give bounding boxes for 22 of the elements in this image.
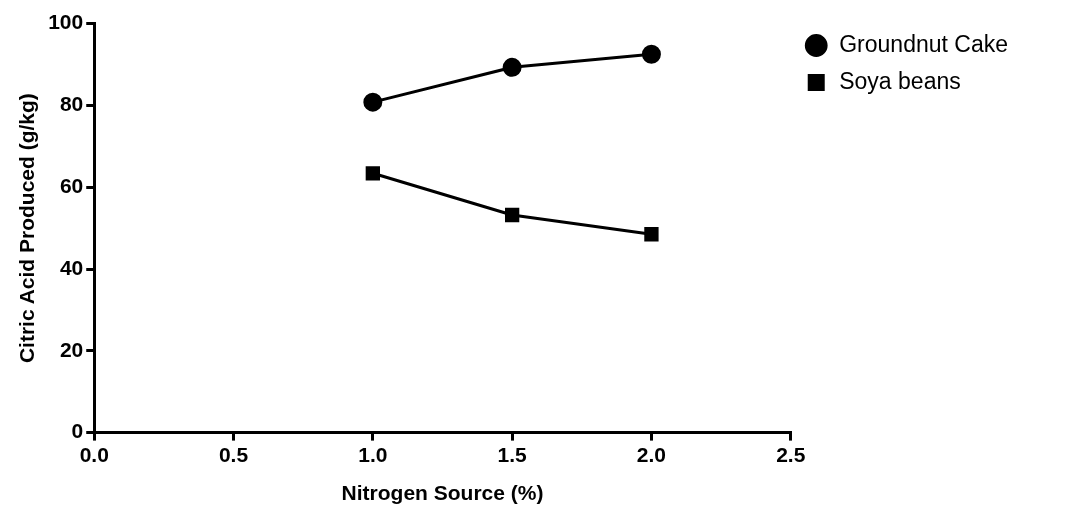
point [363,92,383,112]
x-tick-label: 1.0 [358,443,388,466]
x-tick-label: 2.5 [776,443,806,466]
point [504,207,520,223]
y-tick-label: 40 [59,255,84,279]
y-tick-label: 0 [71,419,84,443]
x-tick-label: 1.5 [497,443,528,466]
legend-label: Soya beans [839,67,961,94]
y-tick-label: 20 [59,337,84,361]
point [641,44,661,64]
point [365,166,380,181]
y-tick-label: 60 [59,174,84,197]
x-tick-label: 0.5 [218,443,249,466]
x-tick-label: 0.0 [79,443,109,466]
y-tick-label: 80 [59,92,84,116]
point [644,227,659,242]
legend-label: Groundnut Cake [839,30,1009,57]
x-tick-label: 2.0 [636,443,667,466]
y-tick-label: 100 [48,10,84,34]
y-axis-title: Citric Acid Produced (g/kg) [15,93,39,364]
point [502,57,522,77]
x-axis-title: Nitrogen Source (%) [341,481,544,505]
